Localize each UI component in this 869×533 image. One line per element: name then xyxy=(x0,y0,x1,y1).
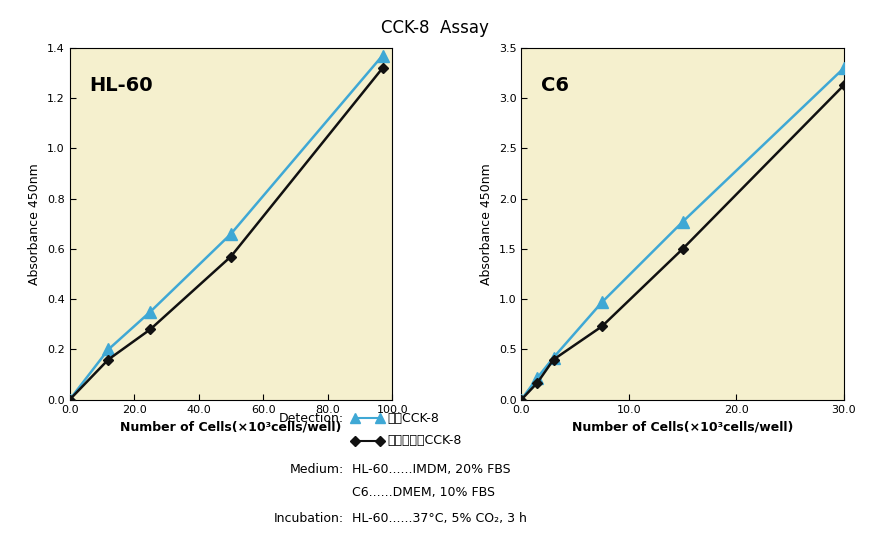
Text: HL-60......37°C, 5% CO₂, 3 h: HL-60......37°C, 5% CO₂, 3 h xyxy=(352,512,527,524)
Text: Detection:: Detection: xyxy=(278,412,343,425)
Text: Medium:: Medium: xyxy=(289,463,343,477)
Text: HL-60......IMDM, 20% FBS: HL-60......IMDM, 20% FBS xyxy=(352,463,510,477)
Text: C6: C6 xyxy=(540,76,568,95)
Text: Incubation:: Incubation: xyxy=(273,512,343,524)
Text: C6......DMEM, 10% FBS: C6......DMEM, 10% FBS xyxy=(352,486,494,499)
Text: 美仑CCK-8: 美仑CCK-8 xyxy=(387,412,439,425)
Y-axis label: Absorbance 450nm: Absorbance 450nm xyxy=(29,163,42,285)
X-axis label: Number of Cells(×10³cells/well): Number of Cells(×10³cells/well) xyxy=(120,420,342,433)
Text: 某国外品牌CCK-8: 某国外品牌CCK-8 xyxy=(387,434,461,447)
Text: HL-60: HL-60 xyxy=(89,76,152,95)
X-axis label: Number of Cells(×10³cells/well): Number of Cells(×10³cells/well) xyxy=(571,420,793,433)
Text: CCK-8  Assay: CCK-8 Assay xyxy=(381,19,488,37)
Y-axis label: Absorbance 450nm: Absorbance 450nm xyxy=(480,163,493,285)
